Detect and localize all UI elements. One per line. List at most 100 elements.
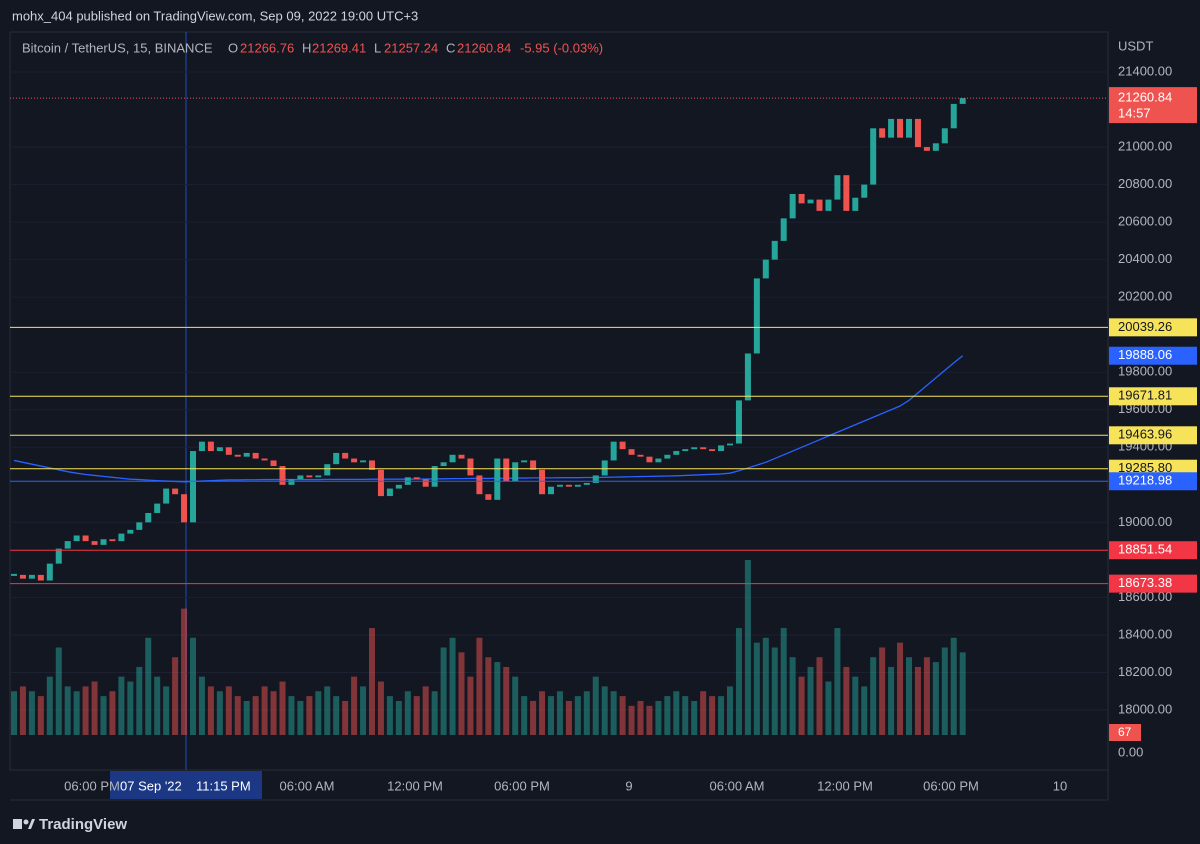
volume-bar xyxy=(413,696,420,735)
ma-box xyxy=(1109,346,1197,365)
candle xyxy=(700,447,707,450)
candle xyxy=(91,541,98,545)
volume-bar xyxy=(646,705,653,735)
volume-bar xyxy=(252,696,259,735)
volume-bar xyxy=(279,681,286,735)
candle xyxy=(485,494,492,500)
crosshair-time: 11:15 PM xyxy=(196,778,251,793)
last-price-box xyxy=(1109,87,1197,124)
volume-bar xyxy=(225,686,232,735)
candle xyxy=(297,475,304,480)
volume-bar xyxy=(315,691,322,735)
logo xyxy=(13,819,35,829)
time-label: 06:00 AM xyxy=(280,778,335,793)
low: 21257.24 xyxy=(384,40,438,55)
candle xyxy=(932,143,939,151)
candle xyxy=(190,451,196,523)
volume-bar xyxy=(324,686,331,735)
candle xyxy=(73,535,80,542)
volume-bar xyxy=(906,657,912,735)
candle xyxy=(565,484,572,487)
volume-bar xyxy=(118,676,125,735)
volume-bar xyxy=(216,691,223,735)
candle xyxy=(646,456,653,463)
level-label: 19671.81 xyxy=(1118,388,1172,403)
volume-bar xyxy=(565,700,572,735)
candle xyxy=(145,512,152,523)
candle xyxy=(548,486,554,495)
volume-bar xyxy=(351,676,358,735)
volume-bar xyxy=(548,696,554,735)
candle xyxy=(458,454,465,459)
volume-bar xyxy=(727,686,733,735)
time-label: 10 xyxy=(1053,778,1067,793)
volume-bar xyxy=(46,676,53,735)
volume-bar xyxy=(825,681,832,735)
candle xyxy=(449,454,456,463)
candle xyxy=(261,458,268,461)
candle xyxy=(243,452,250,457)
volume-bar xyxy=(583,691,590,735)
volume-bar xyxy=(485,657,492,735)
volume-bar xyxy=(816,657,823,735)
volume-bar xyxy=(64,686,71,735)
price-tick-label: 20800.00 xyxy=(1118,176,1172,191)
high: 21269.41 xyxy=(312,40,366,55)
volume-bar xyxy=(673,691,680,735)
volume-bar xyxy=(431,691,438,735)
level-box xyxy=(1109,472,1197,491)
volume-bar xyxy=(610,691,617,735)
open: 21266.76 xyxy=(240,40,294,55)
candle xyxy=(154,503,161,513)
volume-bar xyxy=(512,676,519,735)
candle xyxy=(440,462,447,467)
volume-bar xyxy=(807,666,814,735)
volume-bar xyxy=(360,686,367,735)
candle xyxy=(592,475,599,483)
candle xyxy=(914,118,921,148)
candle xyxy=(664,454,671,459)
high-label: H xyxy=(302,40,311,55)
volume-bar xyxy=(377,681,384,735)
volume-bar xyxy=(914,666,921,735)
countdown: 14:57 xyxy=(1118,106,1151,121)
candle xyxy=(628,449,635,455)
volume-bar xyxy=(19,686,26,735)
volume-bar xyxy=(735,628,742,735)
candle xyxy=(718,445,725,452)
candle xyxy=(503,458,510,482)
candle xyxy=(198,441,205,452)
candle xyxy=(342,452,349,459)
candle xyxy=(252,452,259,459)
volume-bar xyxy=(154,676,161,735)
candle xyxy=(691,447,698,450)
volume-bar xyxy=(198,676,205,735)
volume-bar xyxy=(28,691,35,735)
candle xyxy=(377,469,384,497)
volume-bar xyxy=(82,686,89,735)
volume-bar xyxy=(897,642,904,735)
volume-bar xyxy=(91,681,98,735)
candle xyxy=(583,482,590,485)
volume-bar xyxy=(270,691,277,735)
volume-bar xyxy=(395,700,402,735)
volume-bar xyxy=(861,686,868,735)
symbol: Bitcoin / TetherUS, 15, BINANCE xyxy=(22,40,213,55)
volume-bar xyxy=(172,657,179,735)
candle xyxy=(172,488,179,495)
candle xyxy=(897,118,904,138)
time-label: 06:00 PM xyxy=(923,778,979,793)
candle xyxy=(64,541,71,549)
candle xyxy=(315,475,322,478)
candle xyxy=(494,458,501,500)
price-tick-label: 19800.00 xyxy=(1118,364,1172,379)
volume-bar xyxy=(682,696,689,735)
volume-bar xyxy=(789,657,796,735)
candle xyxy=(789,193,796,219)
volume-bar xyxy=(718,696,725,735)
candle xyxy=(923,147,930,151)
volume-bar xyxy=(181,608,188,735)
candle xyxy=(360,460,367,463)
volume-bar xyxy=(458,652,465,735)
time-label: 06:00 PM xyxy=(494,778,550,793)
